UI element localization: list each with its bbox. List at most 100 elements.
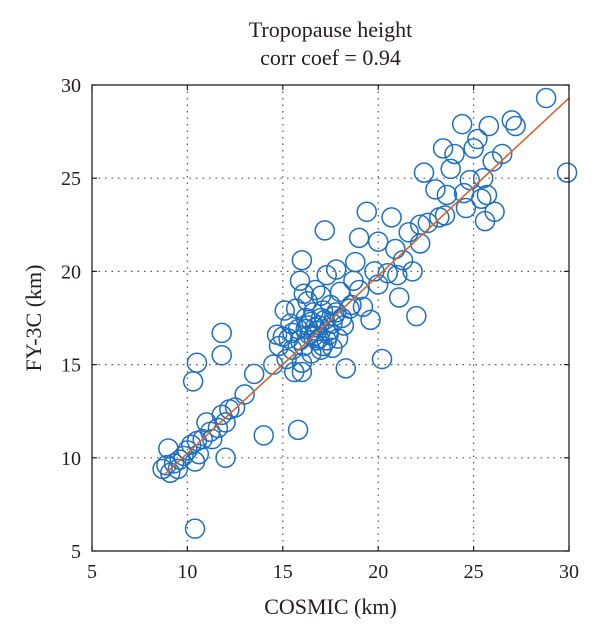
scatter-point <box>409 233 431 254</box>
x-tick-label: 10 <box>177 561 197 583</box>
y-tick-label: 20 <box>61 261 81 283</box>
scatter-point <box>417 212 439 234</box>
scatter-point <box>310 307 332 329</box>
scatter-point <box>310 339 332 360</box>
chart-subtitle: corr coef = 0.94 <box>260 45 401 70</box>
scatter-point <box>459 169 481 191</box>
plot-frame <box>91 84 570 552</box>
scatter-point <box>314 220 336 241</box>
scatter-point <box>184 518 206 539</box>
scatter-point <box>192 428 213 450</box>
scatter-point <box>303 326 324 347</box>
scatter-point <box>360 309 381 331</box>
scatter-point <box>348 279 370 301</box>
scatter-point <box>371 348 393 370</box>
scatter-point <box>182 371 204 392</box>
scatter-point <box>444 143 465 165</box>
scatter-point <box>173 445 194 467</box>
y-tick-label: 10 <box>61 448 81 470</box>
y-axis-label: FY-3C (km) <box>21 264 46 372</box>
scatter-point <box>188 443 210 465</box>
scatter-point <box>440 158 461 180</box>
scatter-point <box>304 279 326 301</box>
x-tick-label: 5 <box>87 561 97 583</box>
scatter-point <box>291 361 313 383</box>
scatter-point <box>152 458 173 480</box>
scatter-point <box>381 207 402 228</box>
scatter-point <box>463 138 484 159</box>
scatter-point <box>186 352 208 373</box>
scatter-point <box>211 322 232 344</box>
scatter-point <box>413 162 435 183</box>
scatter-point <box>467 128 488 150</box>
scatter-point <box>478 115 500 137</box>
scatter-point <box>263 354 284 375</box>
scatter-point <box>243 363 265 385</box>
scatter-point <box>280 313 301 334</box>
scatter-point <box>266 324 288 346</box>
scatter-point <box>476 184 498 206</box>
scatter-point <box>207 417 229 439</box>
y-tick-label: 15 <box>61 355 81 377</box>
scatter-point <box>434 205 456 226</box>
fit-line-group <box>163 97 570 476</box>
scatter-point <box>398 222 419 243</box>
scatter-point <box>453 182 475 204</box>
scatter-point <box>348 227 370 249</box>
scatter-point <box>325 259 347 280</box>
scatter-point <box>335 358 357 379</box>
scatter-point <box>215 412 236 433</box>
scatter-point <box>287 419 309 441</box>
fit-line <box>163 97 570 476</box>
x-tick-label: 15 <box>273 561 293 583</box>
scatter-point <box>388 287 410 308</box>
scatter-point <box>556 162 578 183</box>
scatter-point <box>289 270 311 291</box>
scatter-point <box>356 201 378 223</box>
scatter-point <box>406 305 427 327</box>
data-points <box>152 87 578 539</box>
scatter-point <box>385 238 406 260</box>
scatter-point <box>491 143 513 165</box>
scatter-point <box>484 201 505 223</box>
scatter-point <box>425 179 446 200</box>
scatter-point <box>364 261 385 282</box>
scatter-point <box>387 264 408 286</box>
scatter-point <box>278 328 299 349</box>
y-tick-label: 25 <box>61 168 81 190</box>
scatter-point <box>253 425 274 446</box>
scatter-point <box>352 296 374 318</box>
scatter-point <box>234 384 255 405</box>
axes-frame <box>91 84 570 552</box>
scatter-point <box>345 251 366 273</box>
scatter-point <box>211 345 232 366</box>
scatter-point <box>297 315 318 336</box>
scatter-point <box>291 249 313 271</box>
scatter-point <box>436 184 458 206</box>
scatter-point <box>367 274 389 295</box>
y-tick-label: 30 <box>61 75 81 97</box>
scatter-point <box>215 447 236 469</box>
scatter-point <box>167 458 189 480</box>
ticks: 5 10 15 20 25 30 5 10 15 20 25 30 <box>61 75 579 583</box>
chart-title: Tropopause height <box>248 17 413 42</box>
x-axis-label: COSMIC (km) <box>264 594 397 619</box>
scatter-point <box>472 167 494 189</box>
x-tick-label: 25 <box>464 561 484 583</box>
scatter-point <box>367 231 389 252</box>
scatter-point <box>316 264 337 286</box>
scatter-point <box>505 115 526 137</box>
x-tick-label: 20 <box>368 561 388 583</box>
scatter-point <box>293 283 315 305</box>
scatter-point <box>455 197 477 219</box>
scatter-point <box>432 138 454 159</box>
scatter-point <box>402 261 423 282</box>
scatter-point <box>535 87 557 109</box>
scatter-point <box>451 113 473 135</box>
scatter-point <box>501 110 523 131</box>
scatter-point <box>329 281 351 303</box>
y-tick-label: 5 <box>71 541 81 563</box>
x-tick-label: 30 <box>559 561 579 583</box>
